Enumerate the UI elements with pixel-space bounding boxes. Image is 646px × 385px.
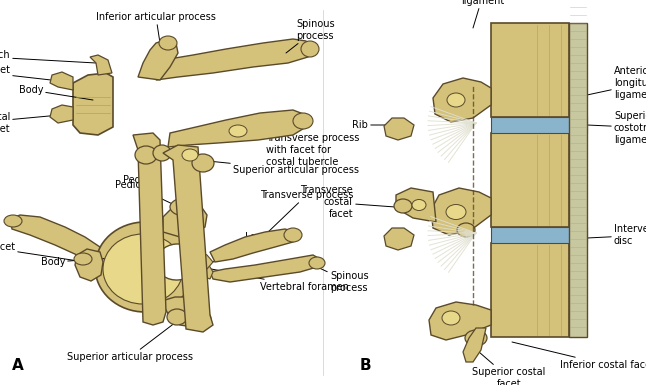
Text: Superior costal
facet: Superior costal facet: [472, 352, 546, 385]
Ellipse shape: [4, 215, 22, 227]
Ellipse shape: [189, 310, 211, 328]
Ellipse shape: [156, 244, 198, 280]
Ellipse shape: [229, 125, 247, 137]
Polygon shape: [491, 243, 569, 337]
Polygon shape: [193, 257, 213, 279]
Text: Intervertebral
disc: Intervertebral disc: [587, 224, 646, 246]
Ellipse shape: [293, 113, 313, 129]
Text: Lamina: Lamina: [203, 232, 281, 267]
Polygon shape: [491, 117, 587, 133]
Text: Anterior
longitudinal
ligament: Anterior longitudinal ligament: [587, 66, 646, 100]
Polygon shape: [384, 118, 414, 140]
Polygon shape: [50, 72, 73, 90]
Polygon shape: [429, 302, 491, 340]
Text: Vertebral foramen: Vertebral foramen: [175, 262, 349, 292]
Polygon shape: [463, 328, 486, 362]
Polygon shape: [75, 249, 103, 281]
Ellipse shape: [74, 253, 92, 265]
Ellipse shape: [103, 234, 183, 304]
Text: Transverse process
with facet for
costal tubercle: Transverse process with facet for costal…: [238, 133, 359, 167]
Ellipse shape: [447, 93, 465, 107]
Polygon shape: [491, 23, 569, 117]
Polygon shape: [189, 247, 213, 269]
Polygon shape: [163, 202, 207, 237]
Polygon shape: [163, 145, 213, 332]
Text: Superior
costotransverse
ligament: Superior costotransverse ligament: [587, 111, 646, 145]
Ellipse shape: [446, 204, 466, 219]
Ellipse shape: [284, 228, 302, 242]
Text: Body: Body: [41, 257, 130, 267]
Polygon shape: [491, 227, 587, 243]
Ellipse shape: [170, 198, 200, 216]
Ellipse shape: [167, 309, 187, 325]
Ellipse shape: [153, 145, 171, 161]
Polygon shape: [133, 133, 166, 325]
Polygon shape: [168, 110, 306, 147]
Ellipse shape: [465, 330, 487, 346]
Text: Costal facet: Costal facet: [0, 242, 85, 262]
Text: Inferior costal facet: Inferior costal facet: [0, 65, 60, 81]
Text: Body: Body: [19, 85, 93, 100]
Ellipse shape: [394, 199, 412, 213]
Ellipse shape: [309, 257, 325, 269]
Ellipse shape: [301, 41, 319, 57]
Text: B: B: [360, 358, 371, 373]
Polygon shape: [90, 55, 112, 75]
Polygon shape: [210, 255, 320, 282]
Polygon shape: [384, 228, 414, 250]
Polygon shape: [138, 40, 178, 80]
Ellipse shape: [182, 149, 198, 161]
Text: Spinous
process: Spinous process: [286, 19, 335, 53]
Polygon shape: [50, 105, 73, 123]
Ellipse shape: [135, 146, 157, 164]
Polygon shape: [73, 73, 113, 135]
Text: Pedicle: Pedicle: [123, 155, 158, 185]
Text: Spinous
process: Spinous process: [300, 259, 369, 293]
Polygon shape: [433, 78, 491, 122]
Text: Inferior articular process: Inferior articular process: [96, 12, 216, 43]
Text: Transverse
costal
facet: Transverse costal facet: [300, 186, 409, 219]
Polygon shape: [569, 23, 587, 337]
Ellipse shape: [159, 36, 177, 50]
Text: A: A: [12, 358, 24, 373]
Text: Pedicle: Pedicle: [116, 180, 183, 209]
Ellipse shape: [457, 223, 475, 237]
Polygon shape: [431, 188, 491, 235]
Ellipse shape: [442, 311, 460, 325]
Polygon shape: [163, 297, 207, 327]
Polygon shape: [210, 229, 295, 262]
Polygon shape: [491, 133, 569, 227]
Text: Rib: Rib: [352, 120, 398, 130]
Polygon shape: [10, 215, 100, 259]
Text: Superior articular process: Superior articular process: [198, 160, 359, 175]
Ellipse shape: [192, 154, 214, 172]
Polygon shape: [156, 39, 313, 80]
Ellipse shape: [95, 222, 195, 312]
Polygon shape: [396, 188, 436, 222]
Text: Intertransverse
ligament: Intertransverse ligament: [446, 0, 521, 28]
Text: Superior costal
facet: Superior costal facet: [0, 112, 60, 134]
Text: Inferior costal facet: Inferior costal facet: [512, 342, 646, 370]
Text: Transverse process: Transverse process: [260, 190, 353, 235]
Ellipse shape: [412, 199, 426, 211]
Text: Inferior vertebral notch: Inferior vertebral notch: [0, 50, 96, 63]
Text: Superior articular process: Superior articular process: [67, 319, 193, 362]
